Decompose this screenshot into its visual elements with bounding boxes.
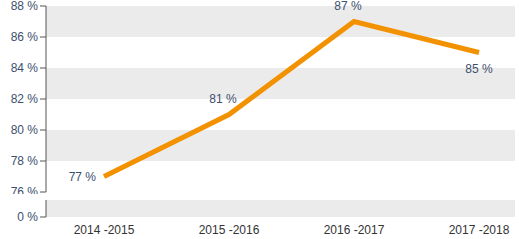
svg-text:76 %: 76 % [11, 185, 39, 194]
svg-text:2014 -2015: 2014 -2015 [74, 223, 135, 237]
svg-text:81 %: 81 % [209, 92, 237, 106]
svg-text:82 %: 82 % [11, 92, 39, 106]
svg-text:85 %: 85 % [465, 62, 493, 76]
svg-text:86 %: 86 % [11, 30, 39, 44]
svg-text:80 %: 80 % [11, 123, 39, 137]
svg-text:0 %: 0 % [17, 210, 38, 224]
svg-text:88 %: 88 % [11, 0, 39, 13]
svg-text:78 %: 78 % [11, 154, 39, 168]
svg-text:2017 -2018: 2017 -2018 [449, 223, 510, 237]
svg-text:87 %: 87 % [334, 0, 362, 13]
svg-text:77 %: 77 % [69, 170, 97, 184]
svg-text:2016 -2017: 2016 -2017 [324, 223, 385, 237]
svg-text:84 %: 84 % [11, 61, 39, 75]
svg-text:2015 -2016: 2015 -2016 [199, 223, 260, 237]
